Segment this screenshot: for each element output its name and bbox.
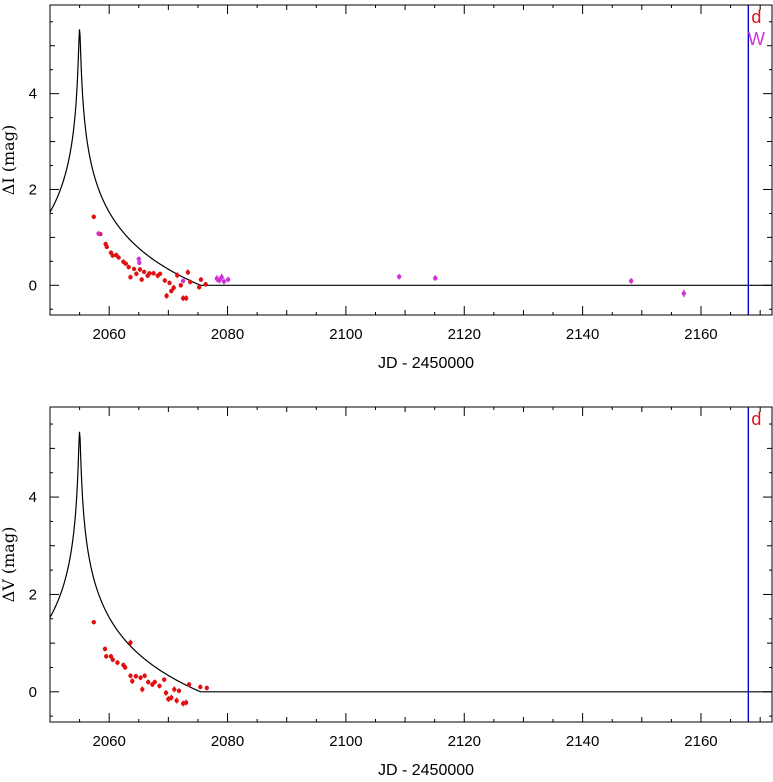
- x-tick-label: 2100: [329, 326, 362, 343]
- x-tick-label: 2060: [92, 733, 125, 750]
- data-point: [186, 682, 192, 687]
- x-tick-label: 2080: [211, 733, 244, 750]
- axes-frame: [49, 406, 773, 723]
- data-point: [172, 686, 177, 693]
- x-tick-label: 2120: [448, 326, 481, 343]
- data-point: [128, 673, 133, 679]
- data-point: [163, 689, 169, 696]
- data-point: [171, 284, 176, 291]
- x-tick-label: 2140: [566, 326, 599, 343]
- data-point: [198, 684, 203, 690]
- data-point: [178, 282, 183, 288]
- data-point: [433, 275, 438, 281]
- data-point: [110, 253, 115, 258]
- y-axis-label: ΔV (mag): [0, 527, 18, 603]
- data-point: [396, 273, 402, 280]
- data-point: [162, 677, 167, 683]
- data-point: [681, 289, 687, 298]
- data-point: [110, 657, 115, 663]
- x-axis-label: JD - 2450000: [378, 762, 474, 779]
- data-point: [157, 271, 163, 276]
- y-tick-label: 2: [29, 181, 37, 198]
- data-point: [204, 685, 210, 691]
- data-point: [134, 271, 139, 277]
- data-point: [183, 699, 189, 706]
- data-point: [175, 272, 180, 279]
- data-point: [116, 255, 121, 260]
- dataset-label: d: [751, 409, 761, 429]
- data-point: [139, 277, 144, 282]
- dataset-label: W: [748, 29, 765, 49]
- data-point: [126, 264, 131, 270]
- data-point: [174, 697, 179, 704]
- model-curve: [50, 29, 772, 286]
- data-point: [104, 653, 109, 659]
- data-point: [183, 295, 189, 302]
- data-point: [91, 619, 96, 625]
- data-point: [188, 279, 193, 285]
- y-tick-label: 4: [29, 489, 37, 506]
- x-tick-label: 2120: [448, 733, 481, 750]
- data-point: [225, 276, 231, 283]
- data-point: [108, 653, 114, 659]
- data-point: [176, 688, 182, 694]
- panel-i-band: 2060 2080 2100 2120 2140 2160 0 2 4 JD - 2450000 Δ…: [0, 4, 773, 372]
- data-point: [217, 277, 222, 284]
- y-axis-label: ΔI (mag): [0, 125, 18, 195]
- data-point: [167, 280, 172, 286]
- data-point: [138, 675, 143, 681]
- x-tick-label: 2060: [92, 326, 125, 343]
- data-point: [131, 266, 137, 272]
- data-point: [169, 288, 174, 294]
- data-point: [128, 639, 133, 646]
- model-curve: [50, 431, 772, 693]
- y-tick-label: 0: [29, 684, 37, 701]
- data-point: [146, 679, 151, 685]
- data-point: [128, 274, 133, 280]
- data-point: [180, 278, 186, 284]
- x-tick-label: 2160: [684, 326, 717, 343]
- data-point: [198, 277, 204, 282]
- panel-v-band: 2060 2080 2100 2120 2140 2160 0 2 4 JD - 2450000 Δ…: [0, 406, 773, 779]
- x-tick-label: 2160: [684, 733, 717, 750]
- data-point: [196, 284, 202, 290]
- data-point: [164, 292, 169, 299]
- x-tick-label: 2100: [329, 733, 362, 750]
- data-point: [185, 269, 191, 276]
- data-point: [102, 646, 108, 652]
- data-point: [96, 231, 101, 236]
- data-point: [140, 686, 145, 693]
- data-point: [169, 694, 174, 701]
- data-point: [123, 261, 128, 266]
- dataset-label: d: [751, 7, 761, 27]
- data-point: [221, 278, 227, 285]
- data-point: [157, 683, 162, 689]
- x-tick-label: 2140: [566, 733, 599, 750]
- y-tick-label: 0: [29, 277, 37, 294]
- data-point: [115, 660, 120, 666]
- x-axis-label: JD - 2450000: [378, 355, 474, 372]
- x-tick-label: 2080: [211, 326, 244, 343]
- data-point: [152, 679, 157, 685]
- data-point: [133, 673, 139, 679]
- data-point: [628, 278, 634, 284]
- y-tick-label: 2: [29, 586, 37, 603]
- data-point: [137, 267, 143, 272]
- data-point: [219, 273, 224, 281]
- data-point: [147, 271, 152, 276]
- axes-frame: [49, 4, 773, 316]
- data-point: [122, 665, 128, 670]
- data-point: [162, 278, 168, 283]
- data-point: [104, 244, 110, 250]
- data-point: [142, 673, 147, 679]
- data-point: [203, 281, 208, 287]
- data-point: [130, 678, 135, 685]
- data-point: [141, 269, 147, 275]
- y-tick-label: 4: [29, 86, 37, 103]
- data-point: [137, 260, 142, 266]
- data-point: [91, 214, 96, 220]
- data-point: [151, 270, 156, 276]
